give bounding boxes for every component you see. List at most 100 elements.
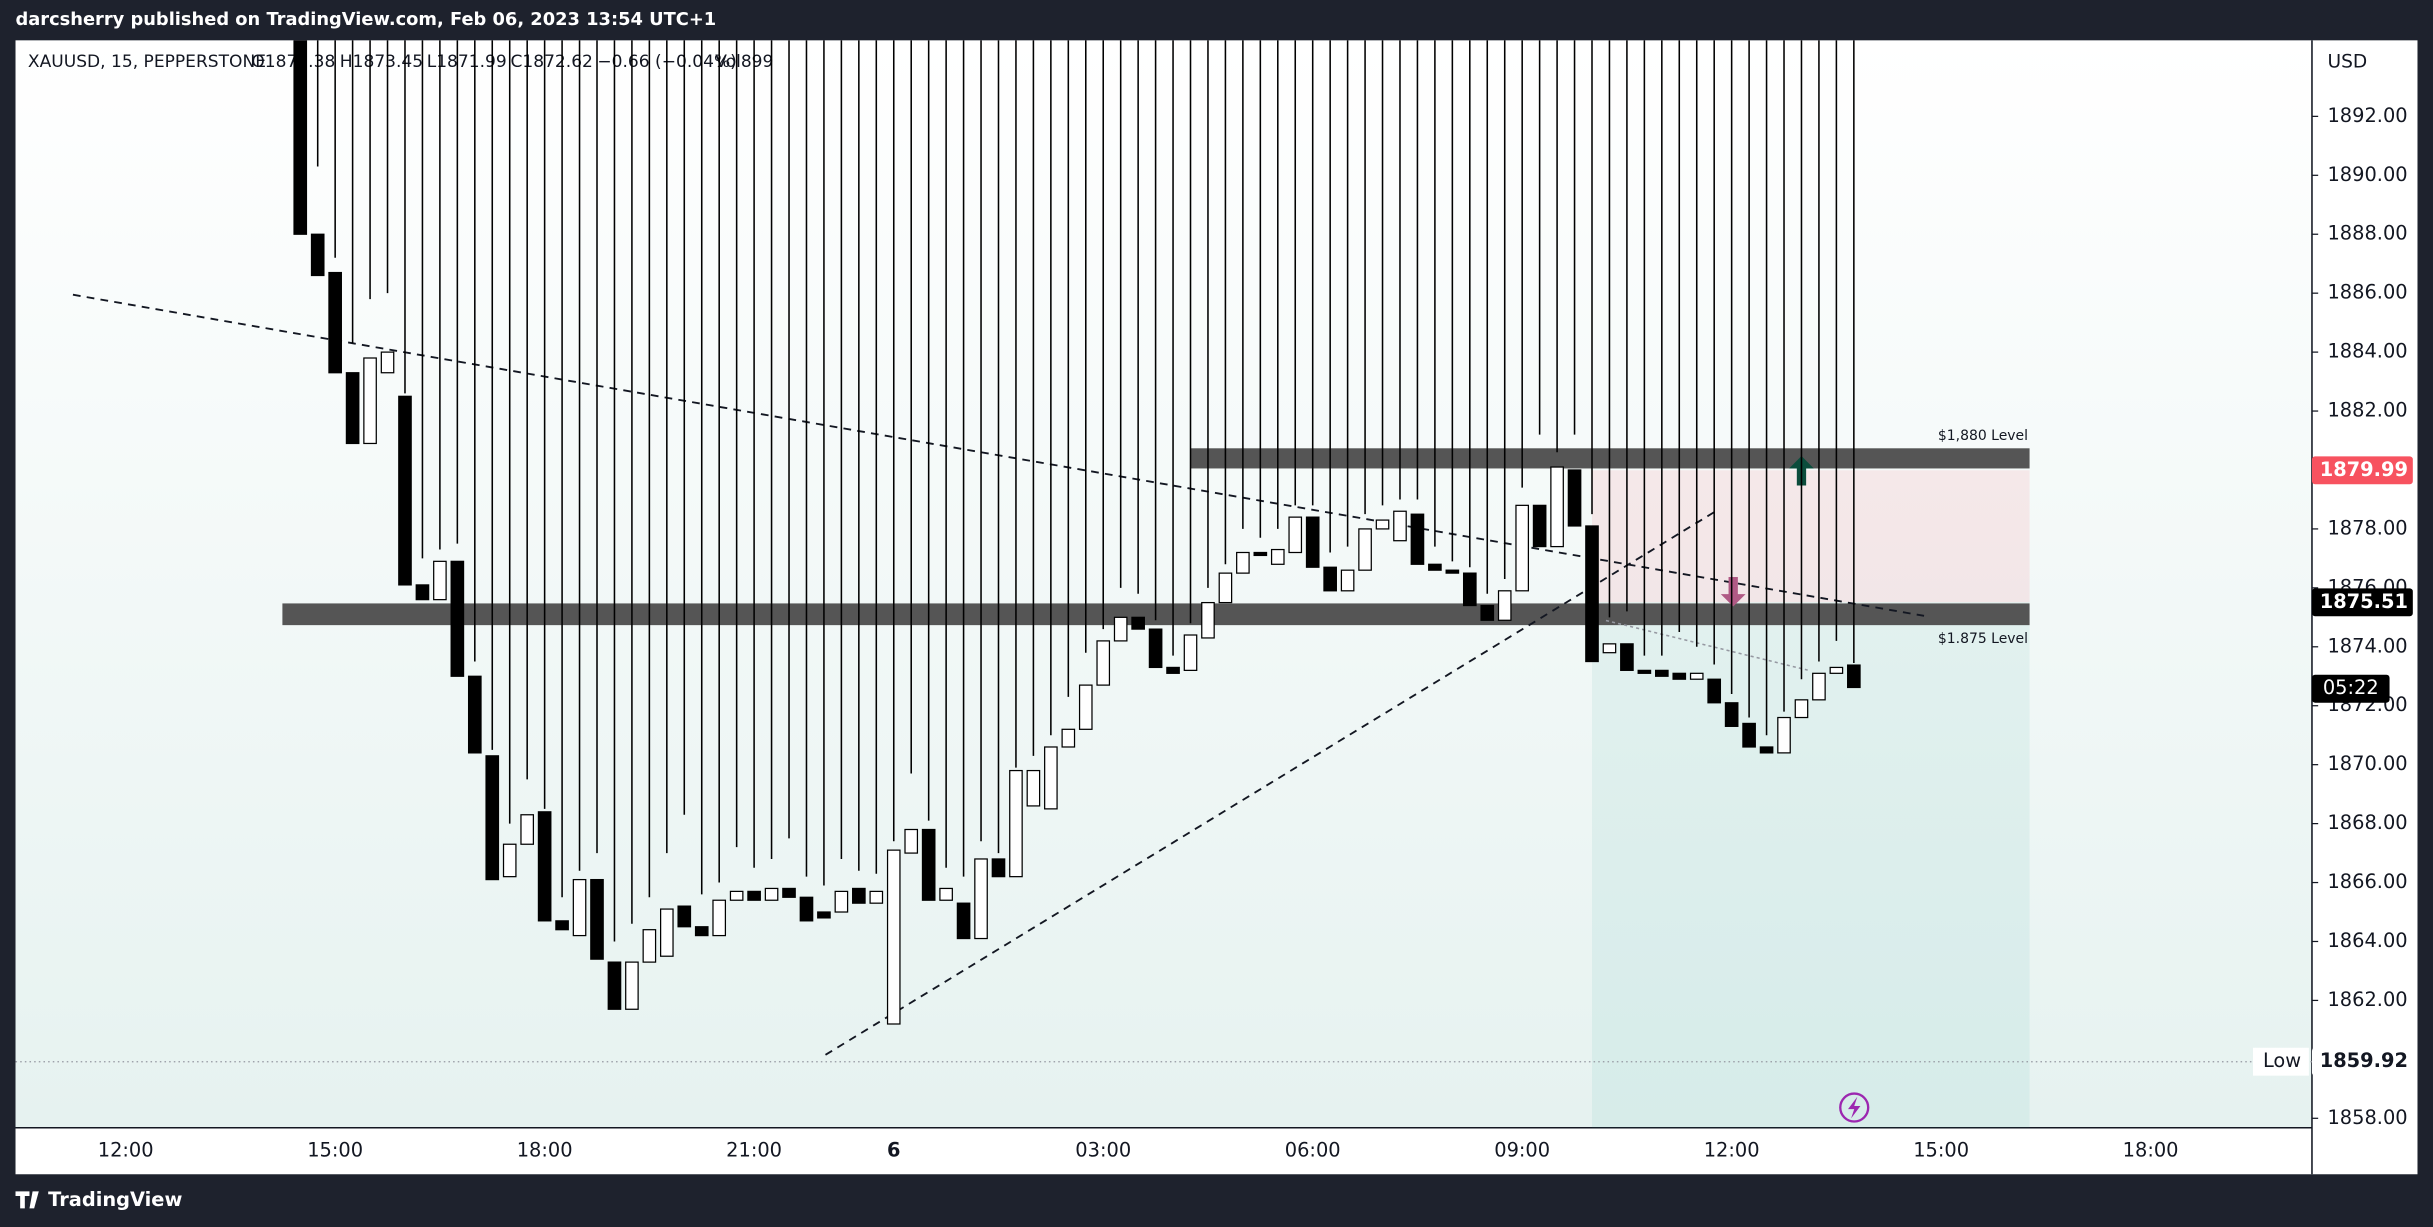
ohlc-label: L1871.99 bbox=[427, 52, 507, 72]
target-zone bbox=[1592, 602, 2030, 1128]
candle-body bbox=[1340, 569, 1355, 592]
candle-body bbox=[1288, 516, 1303, 554]
countdown: 05:22 bbox=[2323, 676, 2379, 699]
candle-body bbox=[764, 887, 779, 901]
candle-body bbox=[1305, 516, 1320, 568]
stop-price-label: 1879.99 bbox=[2320, 458, 2408, 481]
candle-body bbox=[1532, 504, 1547, 548]
low-label-box bbox=[2253, 1047, 2309, 1076]
candle-body bbox=[1794, 699, 1809, 719]
candle-body bbox=[1131, 616, 1145, 630]
x-tick-label: 15:00 bbox=[307, 1138, 363, 1161]
x-tick-label: 18:00 bbox=[517, 1138, 573, 1161]
last-price-label-box bbox=[2311, 588, 2413, 617]
candle-body bbox=[328, 271, 342, 374]
candle-body bbox=[1009, 769, 1023, 878]
x-tick-label: 12:00 bbox=[1704, 1138, 1760, 1161]
candle-body bbox=[1759, 746, 1774, 754]
candle-body bbox=[1044, 746, 1058, 810]
y-tick-label: 1878.00 bbox=[2327, 516, 2407, 539]
candle-body bbox=[1742, 722, 1756, 748]
y-tick-label: 1868.00 bbox=[2327, 811, 2407, 834]
symbol: XAUUSD, 15, PEPPERSTONE bbox=[28, 52, 266, 72]
position-tool bbox=[15, 470, 2312, 1128]
y-tick-label: 1858.00 bbox=[2327, 1106, 2407, 1129]
candle-body bbox=[1410, 513, 1425, 565]
candle-body bbox=[1654, 669, 1669, 677]
publisher: darcsherry published on TradingView.com,… bbox=[16, 9, 717, 30]
candle-body bbox=[1689, 672, 1704, 680]
candle-body bbox=[1393, 510, 1407, 542]
low-price-label-box bbox=[2311, 1047, 2413, 1076]
candle-body bbox=[502, 843, 517, 878]
candle-body bbox=[363, 357, 377, 445]
candle-body bbox=[1620, 643, 1634, 671]
x-tick-label: 18:00 bbox=[2123, 1138, 2179, 1161]
candle-body bbox=[782, 887, 796, 898]
stop-price-label-box bbox=[2311, 456, 2413, 485]
alert-icon[interactable] bbox=[1839, 1092, 1870, 1123]
candle-body bbox=[747, 890, 761, 901]
candle-body bbox=[450, 560, 465, 677]
y-tick-label: 1890.00 bbox=[2327, 163, 2407, 186]
time-axis bbox=[15, 1127, 2312, 1175]
y-tick-label: 1866.00 bbox=[2327, 870, 2407, 893]
candle-body bbox=[659, 908, 674, 957]
y-tick-label: 1888.00 bbox=[2327, 222, 2407, 245]
candle-body bbox=[467, 675, 482, 754]
y-tick-label: 1862.00 bbox=[2327, 988, 2407, 1011]
candle-body bbox=[537, 811, 552, 922]
candle-body bbox=[1497, 590, 1512, 621]
candle-body bbox=[1218, 572, 1233, 604]
candle-body bbox=[1480, 604, 1495, 621]
currency: USD bbox=[2327, 52, 2367, 73]
candle-body bbox=[572, 878, 587, 937]
candle-body bbox=[834, 890, 849, 913]
candle-body bbox=[799, 896, 814, 922]
brand-name: TradingView bbox=[48, 1188, 182, 1211]
candle-body bbox=[1148, 628, 1163, 669]
ohlc-label: H1873.45 bbox=[340, 52, 423, 72]
candle-body bbox=[817, 911, 831, 919]
candle-body bbox=[921, 828, 936, 901]
ohlc-label: Vol899 bbox=[715, 52, 773, 72]
candle-body bbox=[1637, 669, 1652, 674]
y-tick-label: 1892.00 bbox=[2327, 104, 2407, 127]
candle-body bbox=[1026, 769, 1041, 807]
candle-body bbox=[939, 887, 953, 901]
candle-body bbox=[1428, 563, 1442, 571]
last-price-label: 1875.51 bbox=[2320, 590, 2408, 613]
low-price-label: 1859.92 bbox=[2320, 1049, 2408, 1072]
candle-body bbox=[1672, 672, 1687, 680]
y-tick-label: 1864.00 bbox=[2327, 929, 2407, 952]
candle-body bbox=[1270, 548, 1285, 565]
candle-body bbox=[886, 849, 901, 1025]
x-tick-label: 6 bbox=[887, 1138, 900, 1161]
candle-body bbox=[1236, 551, 1250, 574]
candle-body bbox=[1166, 666, 1180, 674]
y-tick-label: 1874.00 bbox=[2327, 634, 2407, 657]
candle-body bbox=[293, 40, 308, 235]
candle-body bbox=[1585, 525, 1599, 663]
candle-body bbox=[433, 560, 447, 601]
axes: 1858.001860.001862.001864.001866.001868.… bbox=[98, 104, 2413, 1161]
candle-body bbox=[415, 584, 430, 601]
candle-body bbox=[694, 926, 709, 937]
candle-body bbox=[1515, 504, 1530, 592]
candle-body bbox=[1829, 666, 1844, 674]
candle-body bbox=[869, 890, 884, 904]
level-label: $1.875 Level bbox=[1938, 631, 2028, 647]
candle-body bbox=[1602, 643, 1617, 654]
candle-body bbox=[1777, 716, 1791, 754]
candle-body bbox=[625, 961, 639, 1010]
candle-body bbox=[712, 899, 727, 937]
candle-body bbox=[380, 351, 395, 374]
candle-body bbox=[398, 395, 412, 586]
alert-icon-bolt bbox=[1848, 1096, 1861, 1119]
brand: TradingView bbox=[15, 1188, 182, 1211]
candle-body bbox=[1550, 466, 1564, 548]
candle-body bbox=[520, 814, 535, 845]
trend-line bbox=[824, 511, 1716, 1056]
